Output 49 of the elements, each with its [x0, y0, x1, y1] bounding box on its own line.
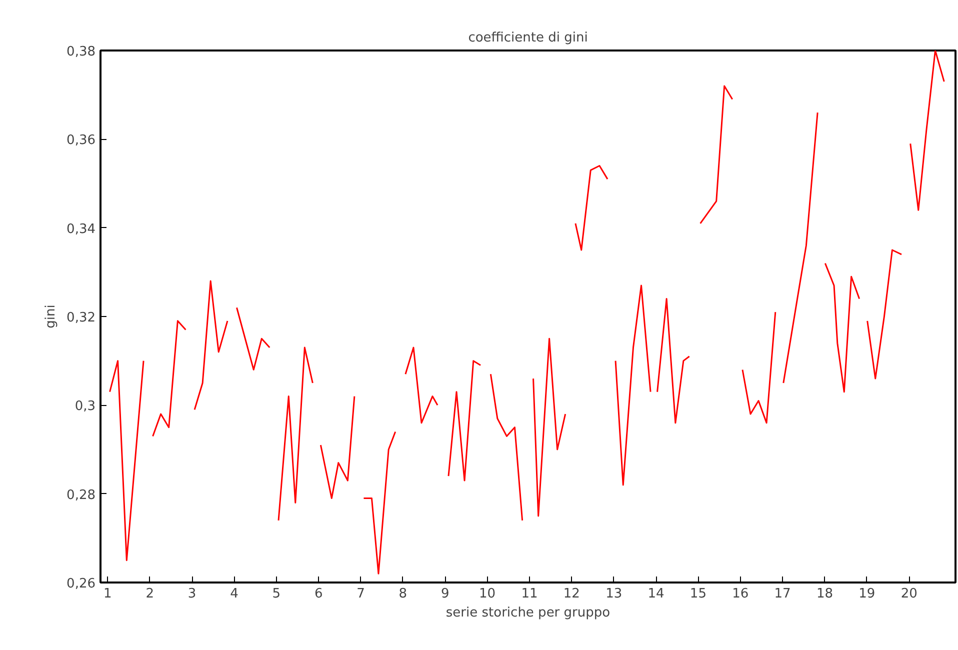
x-tick-label: 5: [272, 586, 281, 602]
line-series: [574, 165, 608, 251]
line-series: [194, 280, 228, 410]
y-tick-label: 0,36: [66, 133, 96, 148]
x-tick-label: 14: [648, 586, 664, 602]
y-tick-label: 0,34: [66, 222, 96, 237]
line-series: [152, 320, 186, 437]
line-series: [700, 85, 734, 224]
x-tick-label: 17: [774, 586, 791, 602]
x-tick-label: 19: [858, 586, 876, 602]
chart-title: coefficiente di gini: [468, 30, 588, 46]
x-tick-label: 8: [398, 586, 408, 602]
line-series: [532, 338, 566, 517]
y-tick-label: 0,32: [66, 310, 96, 326]
line-series: [866, 249, 902, 380]
line-series: [782, 112, 818, 384]
x-tick-label: 7: [356, 586, 365, 602]
y-tick-label: 0,3: [74, 399, 96, 414]
x-tick-label: 10: [479, 586, 496, 602]
line-series: [362, 431, 396, 574]
x-tick-label: 3: [188, 586, 196, 602]
x-tick-label: 15: [690, 586, 706, 602]
line-series: [490, 373, 524, 522]
y-tick-label: 0,38: [66, 44, 96, 60]
y-tick-label: 0,26: [66, 576, 96, 592]
line-series: [448, 360, 482, 482]
line-series: [320, 396, 356, 500]
x-tick-label: 11: [521, 586, 538, 602]
line-series: [824, 262, 860, 393]
x-tick-label: 2: [146, 586, 154, 602]
y-axis-title: gini: [44, 304, 59, 328]
x-tick-label: 16: [732, 586, 749, 602]
line-series: [404, 346, 438, 424]
x-tick-label: 4: [230, 586, 238, 602]
line-series: [614, 284, 652, 486]
x-tick-label: 12: [563, 586, 580, 602]
y-tick-label: 0,28: [66, 488, 96, 503]
x-tick-label: 20: [900, 586, 918, 602]
x-tick-label: 1: [104, 586, 112, 602]
x-tick-label: 13: [606, 586, 622, 602]
x-tick-label: 18: [816, 586, 834, 602]
x-axis-title: serie storiche per gruppo: [446, 606, 610, 620]
line-series: [742, 311, 776, 424]
x-tick-label: 9: [440, 586, 450, 602]
line-series: [278, 346, 314, 522]
line-series: [910, 50, 945, 211]
line-series: [656, 298, 690, 424]
line-series: [236, 306, 270, 370]
x-tick-label: 6: [314, 586, 323, 602]
